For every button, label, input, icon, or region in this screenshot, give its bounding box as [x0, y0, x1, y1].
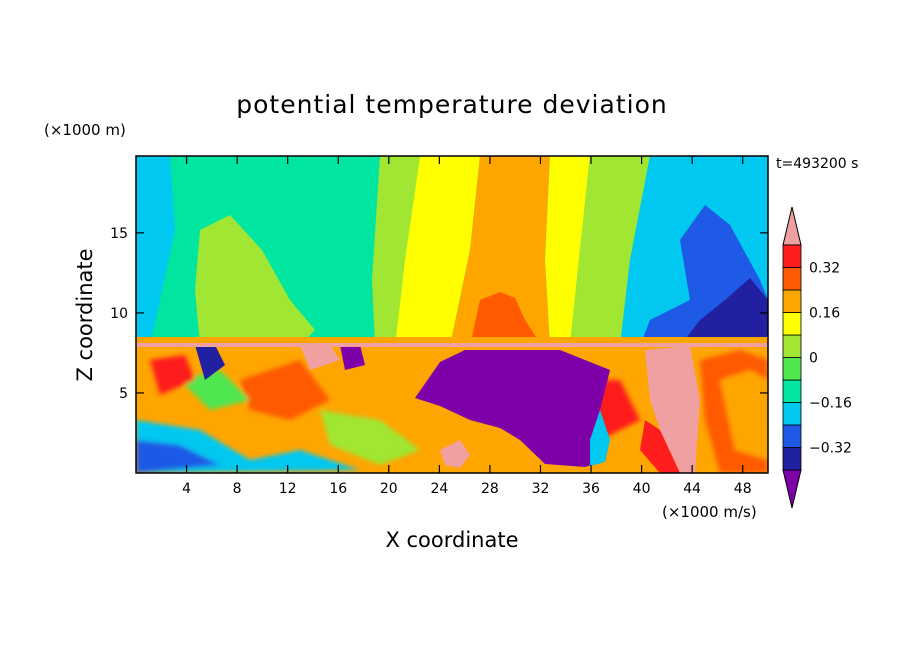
- colorbar-bin: [782, 424, 802, 448]
- contour-region: [150, 355, 195, 395]
- x-tick-label: 40: [633, 481, 651, 497]
- contour-region: [195, 345, 225, 380]
- x-tick-label: 4: [182, 481, 191, 497]
- y-unit-label: (×1000 m): [44, 121, 126, 139]
- contour-region: [415, 350, 610, 467]
- contour-region: [340, 345, 365, 370]
- plot-frame: [135, 155, 769, 474]
- colorbar-label: 0: [809, 351, 818, 367]
- colorbar-label: −0.16: [809, 396, 852, 412]
- contour-region: [136, 440, 220, 473]
- contour-region: [720, 370, 768, 460]
- contour-region: [590, 410, 610, 466]
- colorbar: −0.32 −0.16 0 0.16 0.32: [782, 206, 852, 509]
- x-tick-label: 24: [430, 481, 448, 497]
- colorbar-bin: [782, 334, 802, 358]
- y-tick-label: 5: [119, 386, 128, 402]
- x-axis-label: X coordinate: [385, 528, 518, 552]
- colorbar-label: 0.16: [809, 306, 840, 322]
- x-tick-label: 20: [380, 481, 398, 497]
- colorbar-bin: [782, 289, 802, 313]
- x-tick-label: 48: [734, 481, 752, 497]
- contour-region: [372, 156, 420, 346]
- colorbar-bin: [782, 244, 802, 268]
- colorbar-bin: [782, 447, 802, 471]
- x-tick-label: 32: [532, 481, 550, 497]
- colorbar-over-triangle: [782, 206, 802, 246]
- x-tick-label: 28: [481, 481, 499, 497]
- colorbar-bin: [782, 267, 802, 291]
- x-tick-label: 16: [329, 481, 347, 497]
- contour-region: [640, 420, 680, 473]
- contour-region: [470, 292, 538, 346]
- colorbar-bin: [782, 357, 802, 381]
- time-label: t=493200 s: [776, 156, 858, 172]
- contour-region: [570, 156, 650, 346]
- contour-region: [395, 156, 480, 346]
- contour-region: [440, 440, 470, 468]
- contour-region: [180, 370, 250, 410]
- x-unit-label: (×1000 m/s): [662, 503, 757, 521]
- y-tick-label: 10: [110, 306, 128, 322]
- colorbar-under-triangle: [782, 469, 802, 509]
- colorbar-bin: [782, 379, 802, 403]
- contour-region: [450, 156, 550, 346]
- colorbar-bin: [782, 312, 802, 336]
- contour-field: [136, 156, 768, 473]
- contour-region: [136, 156, 175, 346]
- y-axis-label: Z coordinate: [73, 248, 97, 381]
- contour-region: [680, 278, 768, 346]
- chart-title: potential temperature deviation: [236, 90, 667, 119]
- colorbar-label: −0.32: [809, 441, 852, 457]
- x-tick-label: 12: [279, 481, 297, 497]
- contour-region: [545, 156, 590, 346]
- contour-region: [136, 343, 768, 347]
- contour-region: [240, 360, 330, 420]
- colorbar-label: 0.32: [809, 261, 840, 277]
- y-tick-label: 15: [110, 226, 128, 242]
- contour-region: [300, 345, 340, 370]
- contour-region: [136, 337, 768, 343]
- colorbar-bin: [782, 402, 802, 426]
- x-tick-label: 36: [582, 481, 600, 497]
- contour-region: [320, 410, 420, 465]
- contour-region: [645, 346, 700, 473]
- x-tick-label: 44: [683, 481, 701, 497]
- contour-region: [195, 215, 315, 346]
- x-tick-label: 8: [233, 481, 242, 497]
